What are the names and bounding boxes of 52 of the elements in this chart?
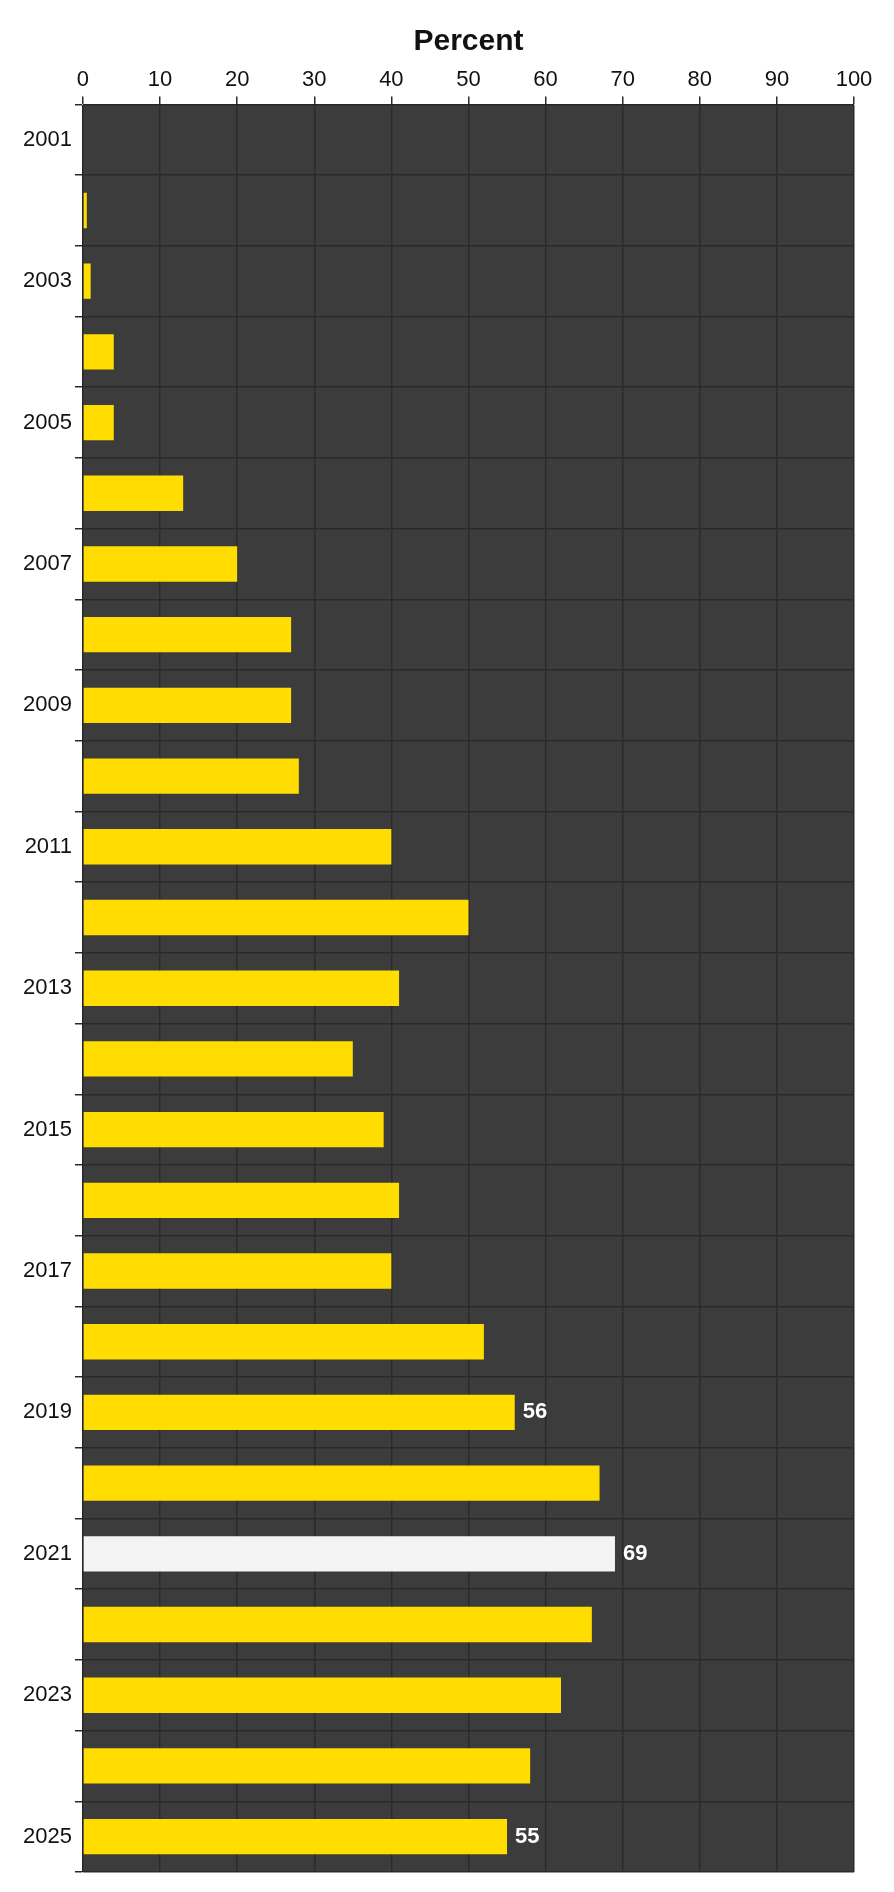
y-tick-label: 2003 (22, 267, 72, 293)
bar (83, 1111, 384, 1148)
bar (83, 1465, 600, 1501)
data-label: 55 (515, 1822, 540, 1848)
y-tick-label: 2005 (22, 408, 72, 434)
data-label: 56 (522, 1398, 548, 1424)
x-tick-label: 90 (764, 66, 790, 92)
bar (83, 546, 238, 582)
bar (83, 334, 114, 370)
y-tick-label: 2001 (22, 125, 72, 151)
bar (83, 1536, 615, 1572)
x-tick-label: 80 (687, 66, 713, 92)
x-tick-label: 10 (147, 66, 173, 92)
bar (83, 1394, 515, 1431)
y-tick-label: 2023 (22, 1681, 72, 1707)
bar (83, 404, 114, 441)
bar (83, 758, 299, 794)
y-tick-label: 2013 (22, 974, 72, 1000)
x-tick-label: 20 (224, 66, 250, 92)
bar (83, 687, 292, 724)
x-tick-label: 0 (76, 66, 90, 92)
x-tick-label: 40 (379, 66, 404, 92)
bar (83, 475, 184, 511)
bar (83, 1324, 484, 1360)
bar (83, 617, 292, 653)
x-tick-label: 70 (610, 66, 635, 92)
y-tick-label: 2025 (22, 1822, 72, 1848)
y-tick-label: 2009 (22, 691, 72, 717)
y-tick-label: 2011 (24, 832, 72, 858)
bar (83, 1182, 400, 1218)
x-tick-label: 30 (302, 66, 327, 92)
x-axis-title: Percent (413, 23, 524, 57)
bar (83, 263, 91, 299)
bar (83, 1606, 592, 1643)
y-tick-label: 2007 (22, 550, 72, 576)
bar (83, 899, 469, 936)
bar (83, 1253, 392, 1289)
bar (83, 1748, 531, 1784)
y-tick-label: 2015 (22, 1115, 72, 1141)
bar (83, 1677, 561, 1713)
y-tick-label: 2019 (22, 1398, 72, 1424)
y-tick-label: 2021 (22, 1539, 72, 1565)
x-tick-label: 50 (456, 66, 481, 92)
data-label: 69 (622, 1539, 648, 1565)
x-tick-label: 60 (533, 66, 558, 92)
bar (83, 192, 87, 229)
bar (83, 1041, 353, 1077)
bar (83, 970, 400, 1006)
bar (83, 829, 392, 865)
bar (83, 1818, 508, 1855)
x-tick-label: 100 (835, 66, 873, 92)
y-tick-label: 2017 (22, 1257, 72, 1283)
